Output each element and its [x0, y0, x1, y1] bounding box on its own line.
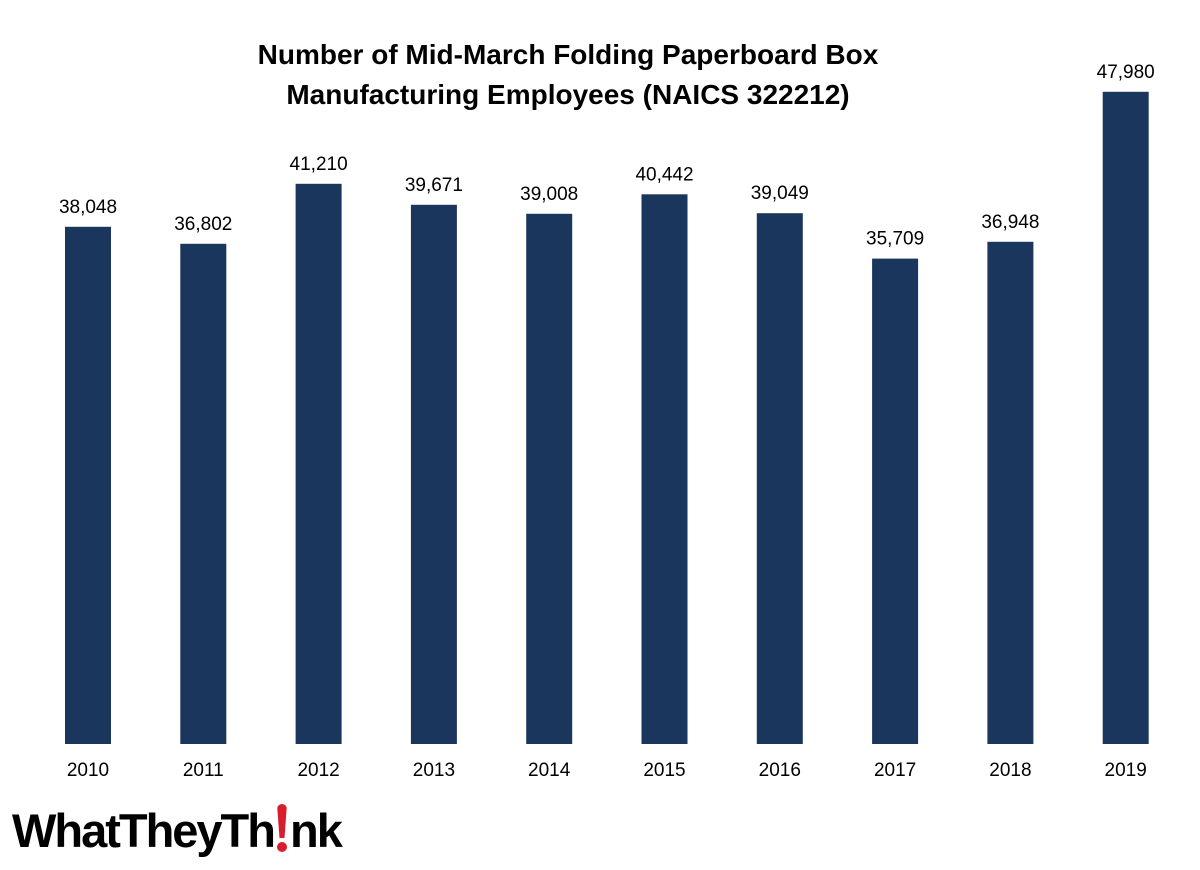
value-label-2013: 39,671	[405, 175, 463, 196]
logo-exclamation-icon	[274, 798, 290, 864]
value-label-2015: 40,442	[635, 164, 693, 185]
bar-2013	[410, 204, 457, 745]
bar-2019	[1102, 91, 1149, 745]
x-tick-label-2016: 2016	[759, 760, 801, 781]
logo-text-right: nk	[289, 804, 343, 857]
x-tick-label-2014: 2014	[528, 760, 571, 781]
bars-group	[65, 91, 1149, 745]
whattheythink-logo: WhatTheyTh nk	[12, 798, 343, 864]
bar-2010	[65, 226, 111, 745]
x-tick-label-2017: 2017	[874, 760, 916, 781]
bar-2016	[756, 213, 803, 744]
x-tick-labels-group: 2010 2011 2012 2013 2014 2015 2016 2017 2018 2019	[67, 760, 1147, 781]
x-tick-label-2013: 2013	[413, 760, 455, 781]
x-tick-label-2019: 2019	[1105, 760, 1147, 781]
bar-2014	[526, 213, 573, 745]
chart-title-line-2: Manufacturing Employees (NAICS 322212)	[286, 79, 849, 110]
value-label-2012: 41,210	[290, 154, 348, 175]
x-tick-label-2010: 2010	[67, 760, 109, 781]
value-label-2017: 35,709	[866, 229, 924, 250]
bar-2011	[180, 243, 227, 745]
bar-2012	[295, 183, 342, 745]
x-tick-label-2015: 2015	[643, 760, 685, 781]
chart-title-line-1: Number of Mid-March Folding Paperboard B…	[258, 39, 879, 70]
x-tick-label-2011: 2011	[183, 760, 224, 781]
value-label-2011: 36,802	[174, 214, 232, 235]
value-label-2010: 38,048	[59, 197, 117, 218]
value-label-2016: 39,049	[751, 183, 809, 204]
bar-2015	[641, 194, 688, 745]
value-label-2018: 36,948	[981, 212, 1039, 233]
logo-text-left: WhatTheyTh	[12, 804, 276, 857]
value-labels-group: 38,048 36,802 41,210 39,671 39,008 40,442 39,0…	[59, 62, 1155, 250]
x-tick-label-2012: 2012	[297, 760, 339, 781]
x-tick-label-2018: 2018	[989, 760, 1031, 781]
value-label-2014: 39,008	[520, 184, 578, 205]
bar-2018	[987, 241, 1034, 745]
bar-2017	[872, 258, 919, 744]
value-label-2019: 47,980	[1097, 62, 1155, 83]
